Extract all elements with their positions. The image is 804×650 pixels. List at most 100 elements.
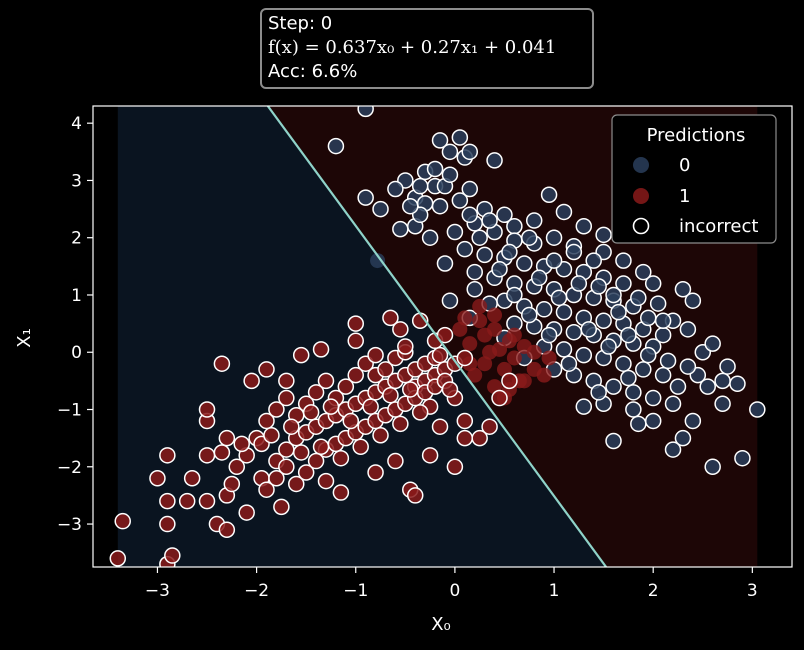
accuracy-label: Acc: 6.6% [268, 61, 358, 82]
data-point-class-1-incorrect [268, 469, 285, 487]
x-tick-label: 3 [747, 581, 758, 601]
data-point-class-0-incorrect [659, 352, 677, 370]
data-point-class-1-incorrect [411, 404, 429, 421]
data-point-class-0-incorrect [426, 160, 444, 178]
data-point-class-0-incorrect [565, 243, 583, 261]
y-tick-label: −2 [57, 458, 82, 478]
data-point-class-1-incorrect [218, 521, 236, 539]
data-point-class-1-incorrect [337, 378, 355, 395]
data-point-class-1-incorrect [392, 415, 409, 433]
data-point-class-1-incorrect [218, 429, 236, 447]
data-point-class-1-incorrect [317, 472, 335, 490]
data-point-class-0-incorrect [521, 306, 538, 324]
data-point-class-1-incorrect [263, 427, 280, 444]
data-point-class-0-incorrect [590, 278, 607, 295]
data-point-class-1-incorrect [402, 381, 419, 398]
data-point-class-0-incorrect [540, 186, 558, 204]
data-point-class-0-incorrect [625, 401, 642, 418]
data-point-class-0-incorrect [684, 292, 702, 309]
data-point-class-1-incorrect [471, 429, 488, 447]
data-point-class-1-incorrect [178, 492, 196, 510]
data-point-class-1-incorrect [501, 372, 518, 390]
data-point-class-1-incorrect [456, 349, 474, 367]
data-point-class-0-incorrect [506, 286, 523, 304]
data-point-class-1-incorrect [297, 464, 315, 481]
legend-title: Predictions [647, 125, 746, 146]
data-point-class-1-incorrect [159, 515, 176, 533]
data-point-class-1-incorrect [367, 464, 384, 481]
data-point-class-1-incorrect [198, 447, 216, 464]
data-point-class-0-incorrect [630, 289, 647, 307]
legend: Predictions 0 1 incorrect [611, 114, 777, 244]
data-point-class-0-incorrect [501, 243, 518, 261]
y-tick-label: −1 [57, 401, 82, 421]
data-point-class-1-incorrect [213, 355, 231, 372]
data-point-class-0-incorrect [625, 384, 642, 401]
data-point-class-0-incorrect [525, 212, 543, 229]
data-point-class-0-incorrect [565, 323, 583, 341]
data-point-class-0-incorrect [550, 289, 568, 307]
y-axis: −3 −2 −1 0 1 2 3 4 [57, 114, 93, 535]
data-point-class-0-incorrect [605, 286, 622, 304]
data-point-class-1-incorrect [114, 512, 131, 530]
data-point-class-1 [457, 310, 473, 326]
data-point-class-0-incorrect [580, 321, 597, 338]
legend-label-0: 0 [679, 155, 690, 176]
data-point-class-0 [370, 253, 386, 269]
y-tick-label: 1 [71, 286, 82, 306]
data-point-class-0-incorrect [749, 401, 766, 418]
data-point-class-1-incorrect [322, 398, 340, 415]
data-point-class-1-incorrect [446, 458, 464, 476]
data-point-class-0-incorrect [635, 361, 652, 378]
data-point-class-1 [506, 350, 522, 366]
data-point-class-0-incorrect [644, 389, 662, 407]
legend-marker-incorrect [632, 217, 650, 235]
data-point-class-0-incorrect [530, 269, 548, 287]
data-point-class-0-incorrect [674, 281, 692, 298]
data-point-class-1-incorrect [421, 447, 439, 464]
data-point-class-1-incorrect [273, 498, 290, 516]
data-point-class-1-incorrect [397, 338, 414, 355]
data-point-class-1-incorrect [223, 475, 241, 493]
data-point-class-0-incorrect [644, 275, 662, 292]
data-point-class-1-incorrect [292, 444, 310, 461]
data-point-class-0-incorrect [506, 218, 523, 235]
data-point-class-1 [472, 313, 488, 329]
data-point-class-1-incorrect [431, 346, 449, 364]
data-point-class-1-incorrect [312, 341, 330, 358]
step-label: Step: 0 [268, 13, 333, 34]
data-point-class-0-incorrect [421, 229, 439, 246]
data-point-class-1 [472, 298, 488, 314]
data-point-class-1-incorrect [183, 469, 201, 487]
data-point-class-0-incorrect [654, 312, 672, 330]
data-point-class-0-incorrect [615, 355, 632, 372]
data-point-class-1-incorrect [441, 381, 459, 398]
data-point-class-0-incorrect [545, 229, 563, 246]
data-point-class-0-incorrect [664, 441, 682, 458]
data-point-class-0-incorrect [664, 395, 682, 413]
x-tick-label: 0 [449, 581, 460, 601]
data-point-class-1-incorrect [312, 438, 330, 455]
boundary-layer [266, 106, 607, 567]
x-tick-label: 1 [549, 581, 560, 601]
data-point-class-1-incorrect [302, 404, 320, 421]
y-tick-label: 3 [71, 171, 82, 191]
data-point-class-0-incorrect [714, 395, 731, 413]
data-point-class-1-incorrect [372, 427, 389, 444]
x-tick-label: −2 [244, 581, 269, 601]
data-point-class-1 [541, 350, 557, 366]
data-point-class-1-incorrect [347, 332, 364, 350]
data-point-class-0-incorrect [521, 229, 538, 246]
data-point-class-0-incorrect [575, 346, 593, 364]
data-point-class-0-incorrect [327, 137, 345, 155]
data-point-class-0-incorrect [570, 275, 588, 292]
data-point-class-1-incorrect [387, 452, 404, 470]
data-point-class-0-incorrect [560, 355, 578, 372]
data-point-class-1-incorrect [342, 412, 360, 430]
data-point-class-0-incorrect [456, 240, 474, 258]
data-point-class-0-incorrect [575, 218, 593, 235]
legend-frame [611, 114, 777, 244]
data-point-class-1 [467, 367, 483, 383]
data-point-class-1-incorrect [278, 458, 295, 476]
x-tick-label: 2 [648, 581, 659, 601]
